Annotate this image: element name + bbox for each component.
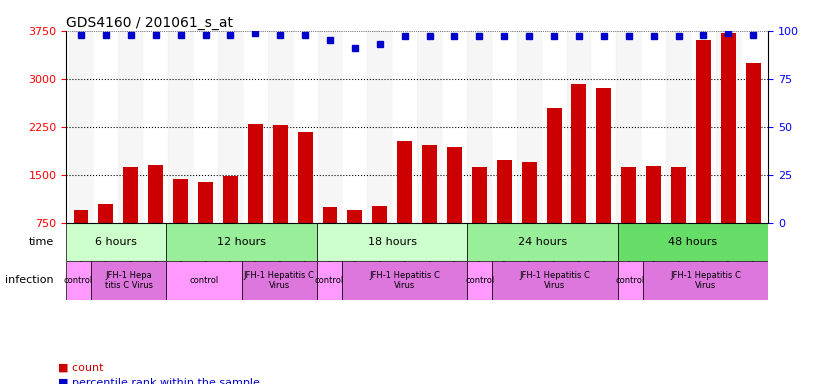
Text: control: control <box>64 276 93 285</box>
Bar <box>616 31 641 223</box>
FancyBboxPatch shape <box>91 261 166 300</box>
Bar <box>143 31 169 223</box>
Bar <box>467 31 491 223</box>
Text: control: control <box>615 276 645 285</box>
Bar <box>218 31 243 223</box>
FancyBboxPatch shape <box>317 223 468 261</box>
Bar <box>98 204 113 271</box>
Bar <box>442 31 467 223</box>
Bar <box>69 31 93 223</box>
Bar <box>123 167 138 271</box>
Text: control: control <box>315 276 344 285</box>
Bar <box>118 31 143 223</box>
FancyBboxPatch shape <box>66 261 91 300</box>
Bar <box>317 31 343 223</box>
Bar <box>322 207 338 271</box>
Bar <box>517 31 542 223</box>
Text: JFH-1 Hepatitis C
Virus: JFH-1 Hepatitis C Virus <box>520 271 591 290</box>
Text: 6 hours: 6 hours <box>95 237 137 247</box>
Text: 48 hours: 48 hours <box>668 237 718 247</box>
Bar <box>397 141 412 271</box>
Bar <box>567 31 591 223</box>
FancyBboxPatch shape <box>643 261 768 300</box>
Bar <box>496 160 512 271</box>
Bar <box>173 179 188 271</box>
Bar <box>243 31 268 223</box>
Text: ■ count: ■ count <box>58 362 103 372</box>
FancyBboxPatch shape <box>342 261 468 300</box>
Text: time: time <box>28 237 54 247</box>
FancyBboxPatch shape <box>468 261 492 300</box>
Bar <box>491 31 517 223</box>
Text: 12 hours: 12 hours <box>217 237 266 247</box>
Text: control: control <box>189 276 219 285</box>
Bar <box>292 31 317 223</box>
Bar <box>447 147 462 271</box>
Bar <box>198 182 213 271</box>
Bar <box>596 88 611 271</box>
FancyBboxPatch shape <box>166 223 317 261</box>
Bar <box>273 126 287 271</box>
Text: control: control <box>465 276 495 285</box>
Bar <box>417 31 442 223</box>
Bar <box>641 31 666 223</box>
Bar <box>392 31 417 223</box>
Bar <box>646 166 661 271</box>
FancyBboxPatch shape <box>468 223 618 261</box>
Bar <box>297 132 312 271</box>
Bar <box>343 31 368 223</box>
Text: infection: infection <box>5 275 54 285</box>
FancyBboxPatch shape <box>242 261 317 300</box>
Bar <box>671 167 686 271</box>
Bar <box>422 145 437 271</box>
Bar <box>93 31 118 223</box>
Bar <box>522 162 537 271</box>
FancyBboxPatch shape <box>317 261 342 300</box>
Bar <box>368 31 392 223</box>
Bar <box>193 31 218 223</box>
Text: GDS4160 / 201061_s_at: GDS4160 / 201061_s_at <box>66 16 233 30</box>
Text: JFH-1 Hepatitis C
Virus: JFH-1 Hepatitis C Virus <box>244 271 315 290</box>
Bar <box>591 31 616 223</box>
Bar <box>716 31 741 223</box>
Text: ■ percentile rank within the sample: ■ percentile rank within the sample <box>58 378 259 384</box>
Bar <box>696 40 711 271</box>
FancyBboxPatch shape <box>618 261 643 300</box>
Text: 18 hours: 18 hours <box>368 237 416 247</box>
Bar <box>691 31 716 223</box>
FancyBboxPatch shape <box>492 261 618 300</box>
Bar <box>169 31 193 223</box>
FancyBboxPatch shape <box>166 261 242 300</box>
Bar <box>666 31 691 223</box>
FancyBboxPatch shape <box>618 223 768 261</box>
Bar <box>268 31 292 223</box>
FancyBboxPatch shape <box>66 223 166 261</box>
Bar <box>472 167 487 271</box>
Bar <box>746 63 761 271</box>
Text: JFH-1 Hepa
titis C Virus: JFH-1 Hepa titis C Virus <box>105 271 153 290</box>
Bar <box>621 167 636 271</box>
Bar <box>721 33 736 271</box>
Text: JFH-1 Hepatitis C
Virus: JFH-1 Hepatitis C Virus <box>670 271 741 290</box>
Bar <box>542 31 567 223</box>
Bar <box>74 210 88 271</box>
Bar <box>348 210 363 271</box>
Text: JFH-1 Hepatitis C
Virus: JFH-1 Hepatitis C Virus <box>369 271 440 290</box>
Bar <box>741 31 766 223</box>
Bar <box>572 84 586 271</box>
Bar <box>373 206 387 271</box>
Text: 24 hours: 24 hours <box>518 237 567 247</box>
Bar <box>547 108 562 271</box>
Bar <box>148 165 164 271</box>
Bar <box>223 176 238 271</box>
Bar <box>248 124 263 271</box>
